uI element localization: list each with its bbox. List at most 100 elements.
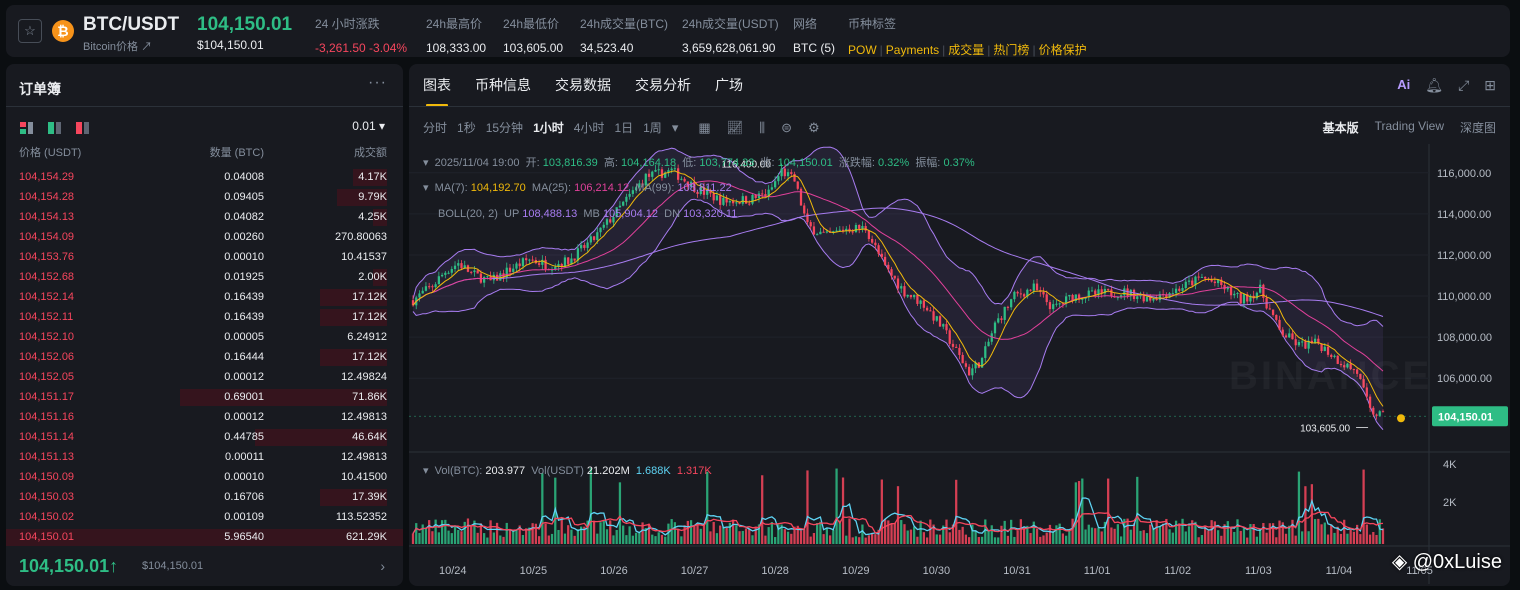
candle [786,168,790,544]
ask-qty: 0.00012 [224,371,264,383]
more-options-icon[interactable]: ··· [368,74,387,91]
interval-option[interactable]: 1秒 [457,121,476,135]
ask-qty: 0.16439 [224,291,264,303]
ask-row[interactable]: 104,150.01 5.96540 621.29K [6,527,403,547]
candle-body [1317,338,1320,344]
volume-bar [1149,524,1152,544]
interval-option[interactable]: 1周 [643,121,662,135]
tab-trading-analysis[interactable]: 交易分析 [635,77,691,93]
indicator-icon[interactable]: 📈︎ [726,119,744,135]
coin-price-link[interactable]: Bitcoin价格 ↗ [83,38,152,54]
tab-coin-info[interactable]: 币种信息 [475,77,531,93]
ask-row[interactable]: 104,150.09 0.00010 10.41500 [6,467,403,487]
ask-row[interactable]: 104,152.14 0.16439 17.12K [6,287,403,307]
depth-bar [319,489,387,506]
pair-title[interactable]: BTC/USDT [83,14,180,35]
legend-collapse-icon[interactable]: ▾ [423,465,429,477]
candle [1113,293,1116,544]
favorite-star-icon[interactable]: ☆ [18,19,42,43]
ask-row[interactable]: 104,152.05 0.00012 12.49824 [6,367,403,387]
candle-type-icon[interactable]: ⫼ [759,119,766,135]
drawing-tools-icon[interactable]: ⊜ [781,119,793,135]
layout-grid-icon[interactable]: ⊞ [1484,77,1496,93]
candle-body [1094,290,1097,295]
ask-row[interactable]: 104,152.11 0.16439 17.12K [6,307,403,327]
book-mode-asks-icon[interactable] [76,122,89,134]
settings-icon[interactable]: ⚙ [808,119,820,135]
tab-chart[interactable]: 图表 [423,75,451,107]
tag-link[interactable]: POW [848,43,877,57]
volume-bar [725,527,728,544]
tab-trading-data[interactable]: 交易数据 [555,77,611,93]
tag-link[interactable]: Payments [885,43,940,57]
ask-row[interactable]: 104,154.29 0.04008 4.17K [6,167,403,187]
candle-body [1071,294,1074,301]
ask-row[interactable]: 104,154.09 0.00260 270.80063 [6,227,403,247]
legend-collapse-icon[interactable]: ▾ [423,157,429,169]
candle-body [440,274,444,277]
ask-row[interactable]: 104,152.06 0.16444 17.12K [6,347,403,367]
volume-bar [460,531,463,544]
candle [1194,275,1197,544]
bell-icon[interactable]: 🔔︎ [1425,77,1444,93]
volume-bar [1039,536,1042,544]
candle-body [518,263,521,267]
ask-row[interactable]: 104,151.13 0.00011 12.49813 [6,447,403,467]
interval-option[interactable]: 1日 [614,121,634,135]
interval-option[interactable]: 4小时 [573,121,605,135]
candle [615,207,618,544]
interval-option[interactable]: 15分钟 [485,121,524,135]
candle [609,216,612,544]
view-depth[interactable]: 深度图 [1459,121,1496,135]
candle [702,182,706,544]
chevron-right-icon[interactable]: › [380,558,385,574]
calendar-icon[interactable]: ▦ [698,119,711,135]
book-mode-both-icon[interactable] [20,122,33,134]
candle [657,164,660,544]
candle-body [1275,314,1278,320]
ask-row[interactable]: 104,151.16 0.00012 12.49813 [6,407,403,427]
legend-collapse-icon[interactable]: ▾ [423,182,429,194]
candle-body [1026,289,1029,297]
expand-icon[interactable]: ⤢ [1458,77,1470,93]
candle [489,271,492,544]
ask-row[interactable]: 104,150.02 0.00109 113.52352 [6,507,403,527]
volume-bar [505,522,508,544]
ask-row[interactable]: 104,154.13 0.04082 4.25K [6,207,403,227]
ask-row[interactable]: 104,151.14 0.44785 46.64K [6,427,403,447]
candle [845,225,848,544]
tag-link[interactable]: 成交量 [948,43,985,57]
candle [525,254,528,544]
ask-row[interactable]: 104,154.28 0.09405 9.79K [6,187,403,207]
tab-square[interactable]: 广场 [715,77,743,93]
interval-option-active[interactable]: 1小时 [533,121,564,135]
stat-network[interactable]: 网络 BTC (5) [793,15,835,55]
book-mode-bids-icon[interactable] [48,122,61,134]
candle-body [1310,340,1313,344]
volume-bar [1103,521,1107,544]
tag-link[interactable]: 热门榜 [993,43,1030,57]
ask-row[interactable]: 104,152.68 0.01925 2.00K [6,267,403,287]
candle-body [935,316,938,321]
ask-row[interactable]: 104,150.03 0.16706 17.39K [6,487,403,507]
candle [424,282,428,544]
ask-total: 46.64K [352,431,387,443]
candle-body [780,168,783,177]
interval-option[interactable]: 分时 [423,121,448,135]
candle [1061,302,1065,544]
ai-icon[interactable]: Ai [1397,77,1411,92]
precision-select[interactable]: 0.01 ▾ [352,119,385,133]
tag-link[interactable]: 价格保护 [1038,43,1087,57]
candle-body [796,181,799,189]
view-tradingview[interactable]: Trading View [1374,119,1444,133]
ask-row[interactable]: 104,152.10 0.00005 6.24912 [6,327,403,347]
candlestick-chart[interactable]: 116,000.00 114,000.00 112,000.00 110,000.00… [409,144,1510,584]
stat-value: BTC (5) [793,41,835,55]
volume-bar [580,526,583,544]
ask-row[interactable]: 104,153.76 0.00010 10.41537 [6,247,403,267]
candle-body [722,197,725,205]
view-basic[interactable]: 基本版 [1322,121,1359,135]
ask-row[interactable]: 104,151.17 0.69001 71.86K [6,387,403,407]
interval-dropdown-icon[interactable]: ▾ [671,119,679,135]
candle-body [993,322,997,334]
